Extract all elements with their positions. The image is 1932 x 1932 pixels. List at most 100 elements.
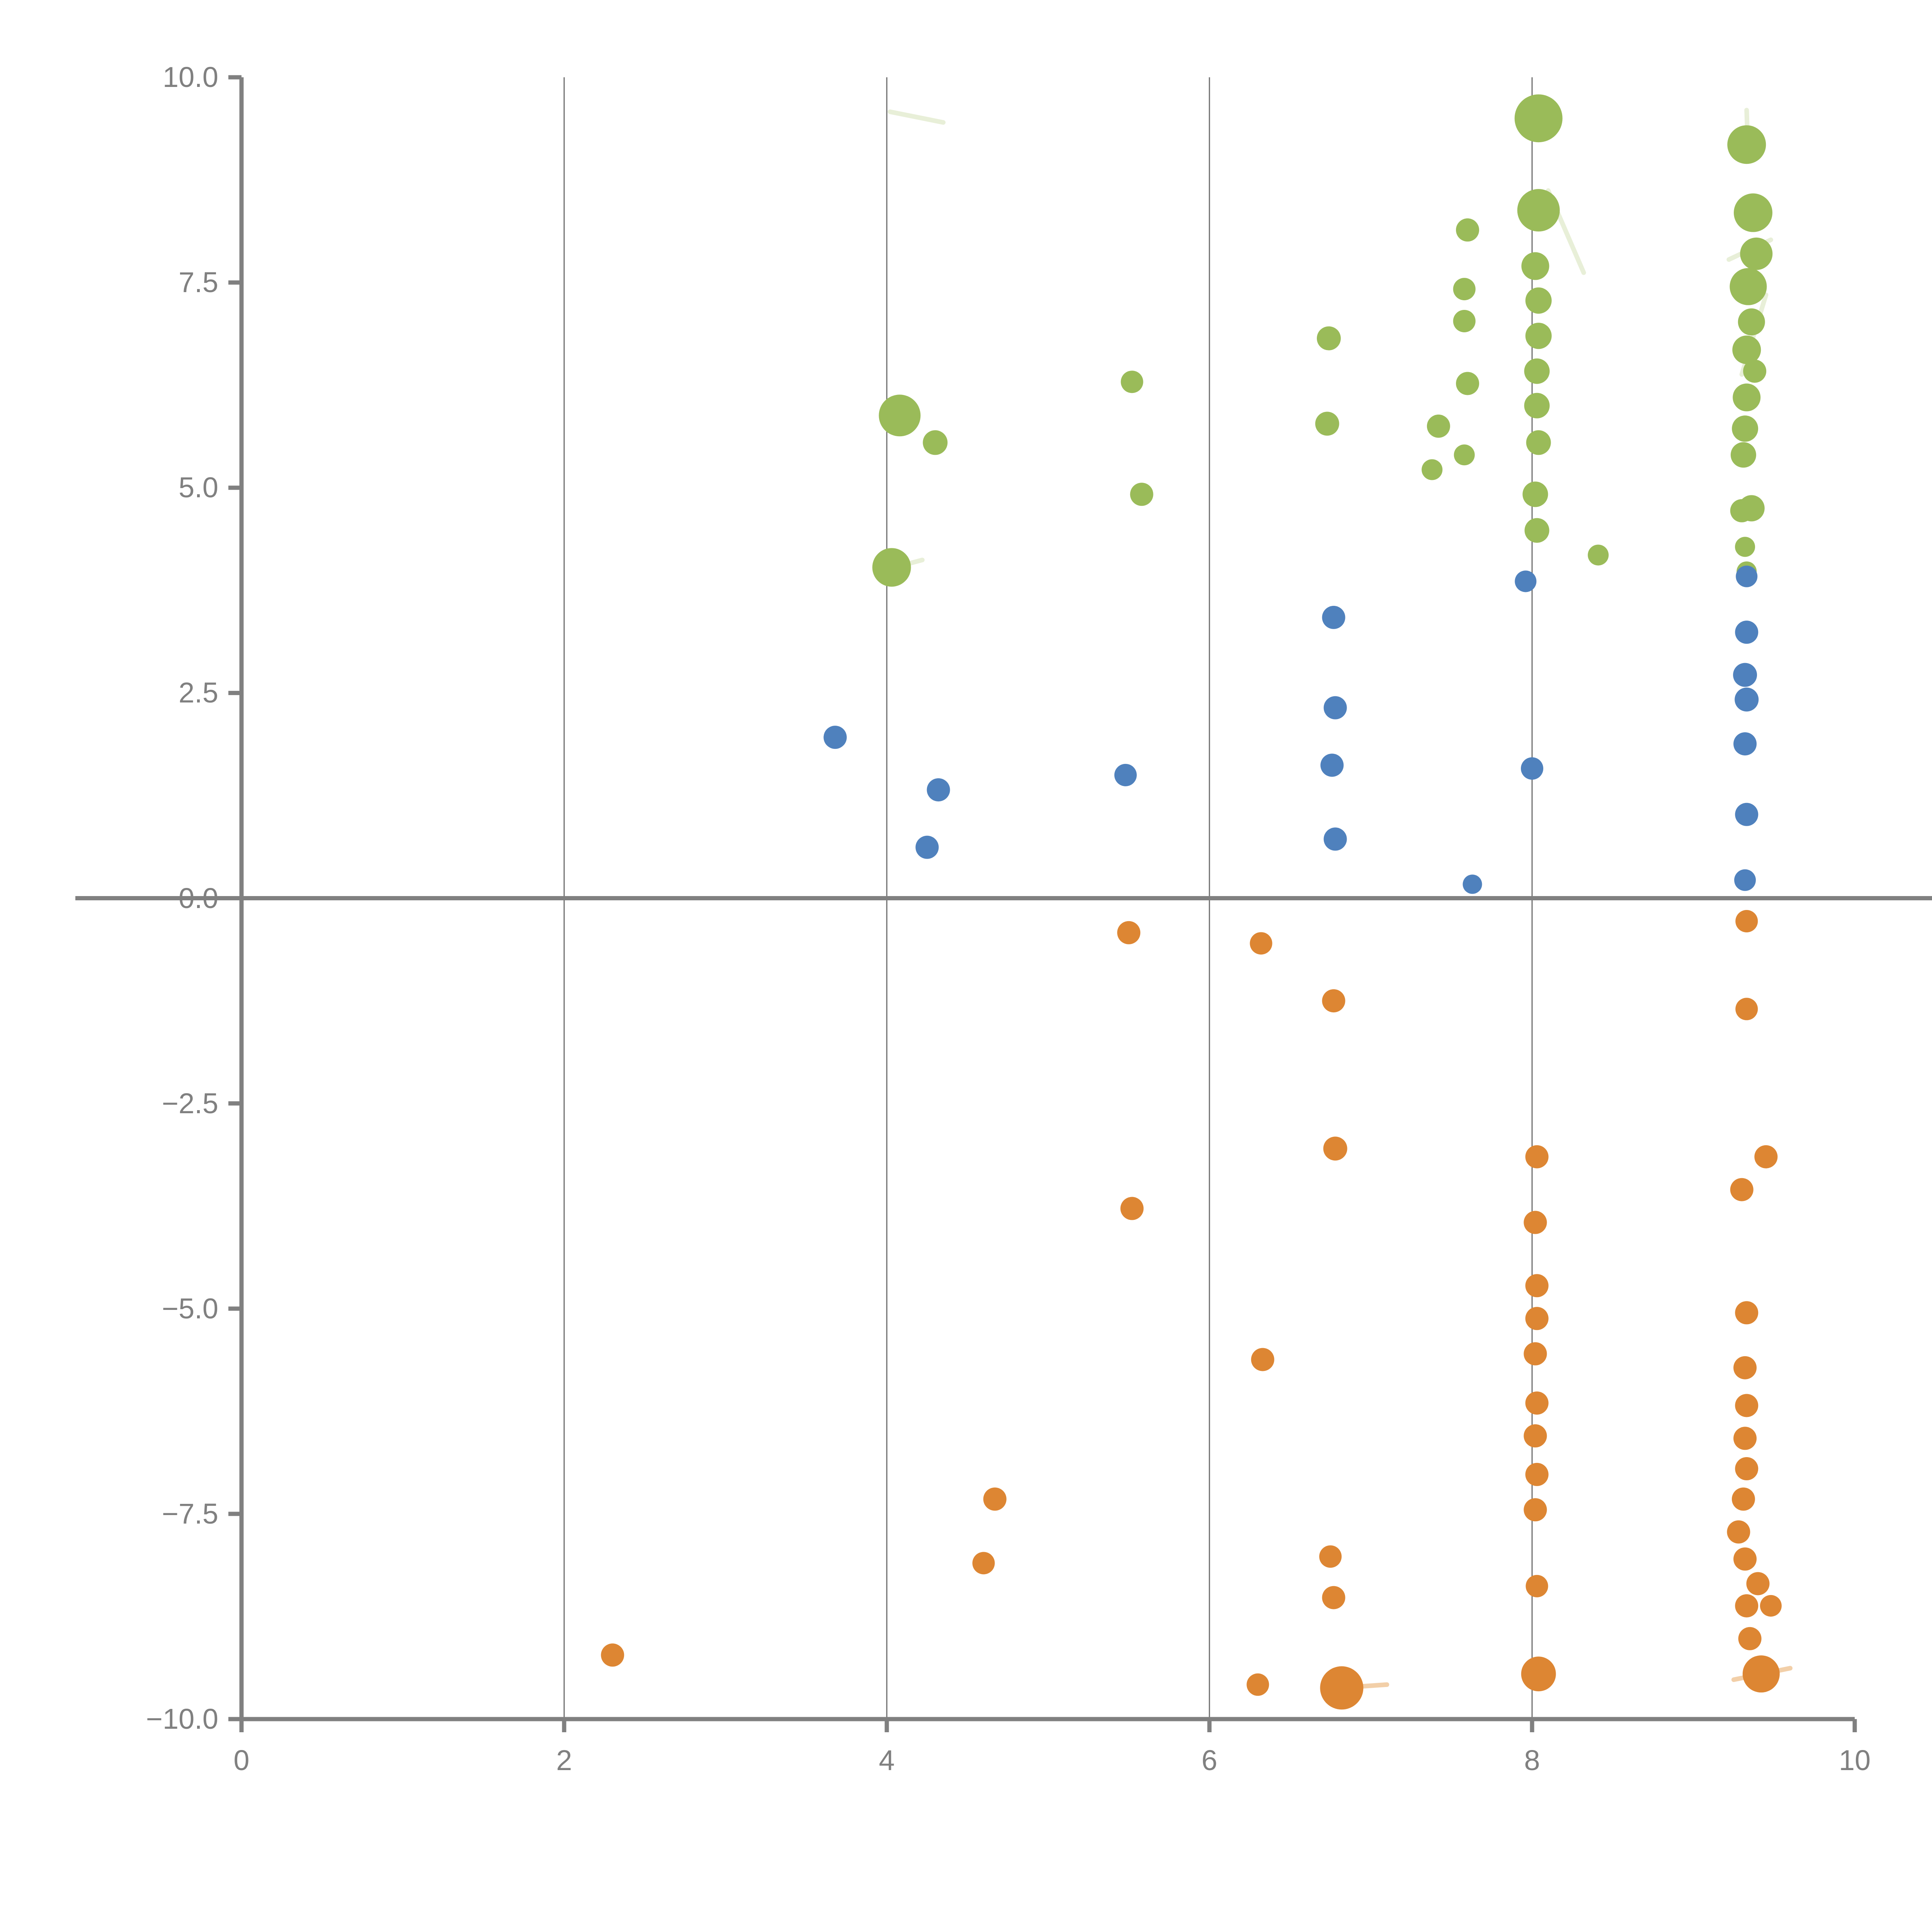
data-point xyxy=(1733,663,1757,687)
data-point xyxy=(1525,1463,1549,1486)
data-point xyxy=(1517,189,1560,232)
data-point xyxy=(1746,1572,1770,1595)
y-tick-label: 0.0 xyxy=(179,882,218,914)
data-point xyxy=(1588,544,1609,566)
data-point xyxy=(1524,1211,1547,1234)
data-point xyxy=(1525,1307,1549,1330)
data-point xyxy=(1524,1424,1547,1448)
x-tick-label: 8 xyxy=(1524,1744,1540,1776)
data-point xyxy=(1735,687,1759,712)
data-point xyxy=(1322,605,1345,629)
data-point xyxy=(1456,218,1479,242)
data-point xyxy=(1130,483,1153,506)
data-point xyxy=(1315,412,1339,436)
data-point xyxy=(1735,1394,1759,1417)
data-point xyxy=(1743,359,1767,383)
data-point xyxy=(1117,921,1141,944)
data-point xyxy=(915,835,939,859)
data-point xyxy=(1730,1178,1753,1201)
data-point xyxy=(1316,326,1341,350)
data-point xyxy=(1738,1627,1762,1650)
data-point xyxy=(1754,1145,1778,1168)
data-point xyxy=(1524,1342,1547,1366)
data-point xyxy=(1114,764,1137,786)
data-point xyxy=(1732,335,1761,364)
y-tick-label: −7.5 xyxy=(162,1497,218,1530)
data-point xyxy=(1733,1547,1757,1571)
data-point xyxy=(1732,415,1759,442)
data-point xyxy=(1121,371,1143,393)
data-point xyxy=(1526,1575,1548,1597)
data-point xyxy=(1733,1356,1757,1379)
data-point xyxy=(1521,252,1549,280)
data-point xyxy=(1251,1348,1274,1371)
data-point xyxy=(1738,308,1765,336)
data-point xyxy=(1454,444,1475,466)
data-point xyxy=(972,1552,995,1575)
data-point xyxy=(1521,757,1543,780)
y-tick-label: 10.0 xyxy=(162,61,218,93)
y-tick-label: 7.5 xyxy=(179,266,218,299)
y-tick-label: −2.5 xyxy=(162,1087,218,1119)
data-point xyxy=(923,430,948,455)
data-point xyxy=(1320,1666,1364,1710)
x-tick-label: 4 xyxy=(879,1744,895,1776)
data-point xyxy=(1323,1136,1347,1161)
data-point xyxy=(1521,1656,1556,1692)
y-tick-label: 2.5 xyxy=(179,677,218,709)
data-point xyxy=(1730,499,1753,522)
data-point xyxy=(1422,459,1443,480)
data-point xyxy=(1730,268,1767,305)
x-tick-label: 0 xyxy=(233,1744,250,1776)
data-point xyxy=(1735,537,1755,557)
data-point xyxy=(927,778,950,802)
data-point xyxy=(1727,125,1766,164)
data-point xyxy=(1760,1595,1782,1617)
data-point xyxy=(1735,998,1758,1020)
data-point xyxy=(1526,430,1551,455)
series-blue xyxy=(823,565,1759,894)
data-point xyxy=(1733,193,1772,232)
data-point xyxy=(1730,442,1756,468)
data-point xyxy=(1735,910,1758,932)
data-point xyxy=(823,726,847,749)
data-point xyxy=(1323,696,1347,719)
data-point xyxy=(1524,393,1550,418)
data-point xyxy=(1456,372,1479,395)
data-point xyxy=(1453,278,1476,301)
series-green xyxy=(872,94,1773,587)
data-point xyxy=(1247,1673,1269,1696)
data-point xyxy=(1323,827,1347,851)
data-point xyxy=(1733,1427,1757,1450)
data-point xyxy=(1735,1301,1759,1325)
data-point xyxy=(1731,1487,1755,1511)
data-point xyxy=(872,548,911,587)
x-tick-label: 10 xyxy=(1838,1744,1871,1776)
series-orange xyxy=(601,910,1782,1710)
data-point xyxy=(1524,358,1550,384)
data-point xyxy=(1522,481,1548,507)
data-point xyxy=(1727,1520,1750,1544)
y-tick-label: −5.0 xyxy=(162,1292,218,1325)
data-point xyxy=(1120,1197,1144,1220)
data-point xyxy=(1736,565,1758,587)
data-points xyxy=(601,94,1782,1710)
data-point xyxy=(1453,310,1476,332)
data-point xyxy=(1525,287,1552,314)
connector-line xyxy=(888,109,946,125)
x-tick-label: 2 xyxy=(556,1744,572,1776)
data-point xyxy=(1322,1586,1345,1609)
data-point xyxy=(1735,803,1759,826)
data-point xyxy=(1525,1145,1549,1168)
data-point xyxy=(1740,237,1773,270)
data-point xyxy=(1735,621,1759,644)
data-point xyxy=(601,1643,624,1667)
data-point xyxy=(1735,1594,1759,1617)
data-point xyxy=(1733,383,1761,412)
y-tick-label: 5.0 xyxy=(179,471,218,504)
data-point xyxy=(1319,1545,1342,1568)
data-point xyxy=(1524,518,1549,543)
data-point xyxy=(1735,1457,1759,1481)
